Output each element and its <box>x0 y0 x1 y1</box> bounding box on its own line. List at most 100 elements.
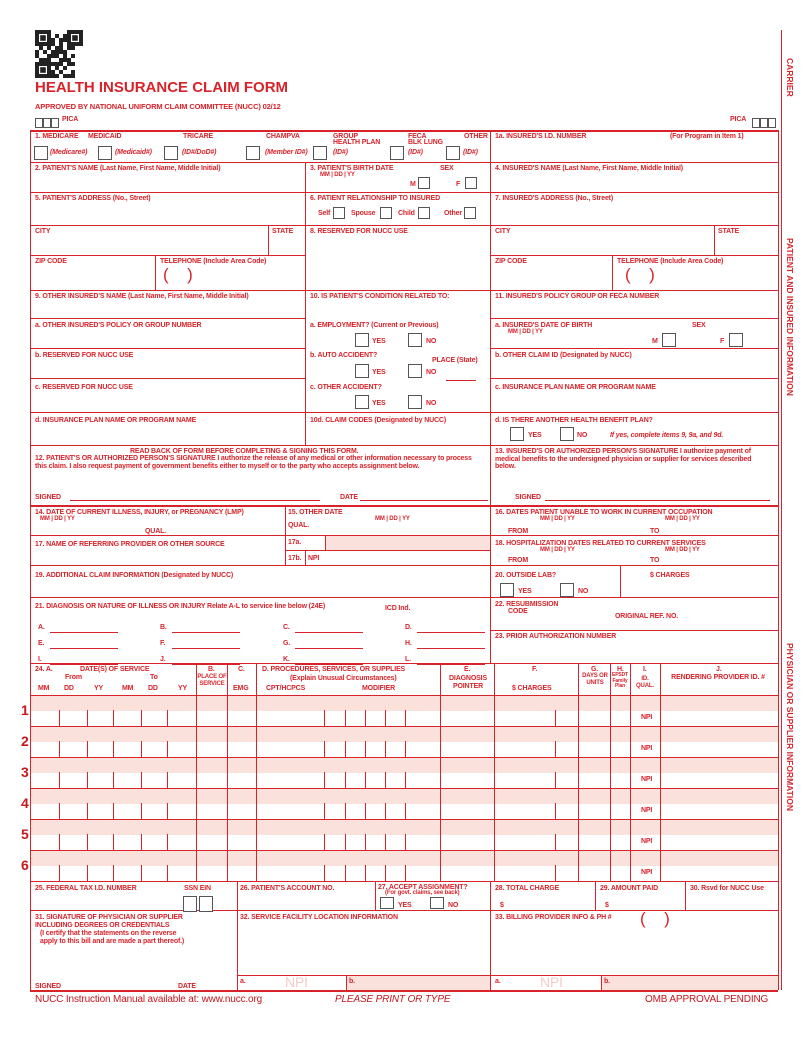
form-rule <box>141 834 142 850</box>
form-rule <box>196 663 197 881</box>
checkbox[interactable] <box>760 118 768 128</box>
i4-label: 4. INSURED'S NAME (Last Name, First Name… <box>495 165 683 172</box>
form-rule <box>59 772 60 788</box>
i19-label: 19. ADDITIONAL CLAIM INFORMATION (Design… <box>35 572 234 579</box>
checkbox[interactable] <box>98 146 112 160</box>
i31-label: 31. SIGNATURE OF PHYSICIAN OR SUPPLIER I… <box>35 914 183 929</box>
checkbox[interactable] <box>355 333 369 347</box>
checkbox[interactable] <box>199 896 213 912</box>
form-rule <box>30 695 778 696</box>
form-rule <box>30 850 778 851</box>
dollar-label: $ <box>500 902 504 909</box>
i26-label: 26. PATIENT'S ACCOUNT NO. <box>240 885 335 892</box>
form-rule <box>346 975 347 990</box>
i31-note-label: (I certify that the statements on the re… <box>40 930 185 945</box>
3-label: D. <box>405 624 412 631</box>
npi-label: NPI <box>641 714 653 721</box>
checkbox[interactable] <box>446 146 460 160</box>
checkbox[interactable] <box>768 118 776 128</box>
other-rel-label: Other <box>444 210 462 217</box>
checkbox[interactable] <box>380 897 394 909</box>
form-rule <box>141 741 142 757</box>
i10-label: 10. IS PATIENT'S CONDITION RELATED TO: <box>310 293 450 300</box>
field-33b[interactable] <box>601 976 778 990</box>
checkbox[interactable] <box>560 583 574 597</box>
i9d-label: d. INSURANCE PLAN NAME OR PROGRAM NAME <box>35 417 197 424</box>
checkbox[interactable] <box>465 177 477 189</box>
checkbox[interactable] <box>464 207 476 219</box>
checkbox[interactable] <box>183 896 197 912</box>
i18-label: 18. HOSPITALIZATION DATES RELATED TO CUR… <box>495 540 706 547</box>
checkbox[interactable] <box>729 333 743 347</box>
form-rule <box>345 772 346 788</box>
form-rule <box>70 500 320 501</box>
checkbox[interactable] <box>752 118 760 128</box>
form-rule <box>781 30 782 990</box>
yes-label: YES <box>518 588 532 595</box>
form-rule <box>30 881 778 882</box>
form-rule <box>405 834 406 850</box>
checkbox[interactable] <box>500 583 514 597</box>
paren-label: ( ) <box>640 909 670 928</box>
checkbox[interactable] <box>355 395 369 409</box>
form-rule <box>30 378 305 379</box>
i11d-label: d. IS THERE ANOTHER HEALTH BENEFIT PLAN? <box>495 417 653 424</box>
pica-right-label: PICA <box>730 116 747 123</box>
checkbox[interactable] <box>408 395 422 409</box>
city-label: CITY <box>495 228 511 235</box>
checkbox[interactable] <box>34 146 48 160</box>
form-rule <box>365 710 366 726</box>
to-label: TO <box>650 557 660 564</box>
i10a-label: a. EMPLOYMENT? (Current or Previous) <box>310 322 439 329</box>
checkbox[interactable] <box>418 177 430 189</box>
service-line-shaded-2[interactable] <box>31 727 778 742</box>
i10b-label: b. AUTO ACCIDENT? <box>310 352 378 359</box>
read-back-label: READ BACK OF FORM BEFORE COMPLETING & SI… <box>130 448 359 455</box>
checkbox[interactable] <box>333 207 345 219</box>
h24f-label: F. <box>532 666 538 673</box>
self-label: Self <box>318 210 331 217</box>
checkbox[interactable] <box>313 146 327 160</box>
field-17a[interactable] <box>325 536 490 550</box>
medicaid-label: MEDICAID <box>88 133 122 140</box>
i22-1-label: 22. RESUBMISSION <box>495 601 559 608</box>
checkbox[interactable] <box>43 118 51 128</box>
i2-label: 2. PATIENT'S NAME (Last Name, First Name… <box>35 165 221 172</box>
checkbox[interactable] <box>510 427 524 441</box>
service-line-shaded-1[interactable] <box>31 696 778 711</box>
ssn-ein-label: SSN EIN <box>184 885 211 892</box>
from-label: FROM <box>508 528 529 535</box>
checkbox[interactable] <box>35 118 43 128</box>
service-line-shaded-4[interactable] <box>31 789 778 804</box>
form-rule <box>405 865 406 881</box>
checkbox[interactable] <box>430 897 444 909</box>
field-32b[interactable] <box>346 976 490 990</box>
checkbox[interactable] <box>408 364 422 378</box>
checkbox[interactable] <box>380 207 392 219</box>
form-rule <box>285 550 490 551</box>
service-line-shaded-6[interactable] <box>31 851 778 866</box>
form-rule <box>325 535 326 550</box>
form-rule <box>490 348 778 349</box>
service-line-shaded-5[interactable] <box>31 820 778 835</box>
checkbox[interactable] <box>164 146 178 160</box>
form-rule <box>30 290 778 291</box>
form-rule <box>227 663 228 881</box>
checkbox[interactable] <box>560 427 574 441</box>
checkbox[interactable] <box>246 146 260 160</box>
checkbox[interactable] <box>51 118 59 128</box>
service-line-shaded-3[interactable] <box>31 758 778 773</box>
form-rule <box>385 710 386 726</box>
checkbox[interactable] <box>390 146 404 160</box>
form-rule <box>30 726 778 727</box>
mmddyy-label: MM | DD | YY <box>665 516 700 522</box>
checkbox[interactable] <box>355 364 369 378</box>
h24j-sub-label: RENDERING PROVIDER ID. # <box>671 674 765 681</box>
h24g-label: G. <box>591 666 599 673</box>
checkbox[interactable] <box>408 333 422 347</box>
checkbox[interactable] <box>662 333 676 347</box>
mmddyy-label: MM | DD | YY <box>665 547 700 553</box>
4-label: 5 <box>21 826 29 842</box>
checkbox[interactable] <box>418 207 430 219</box>
